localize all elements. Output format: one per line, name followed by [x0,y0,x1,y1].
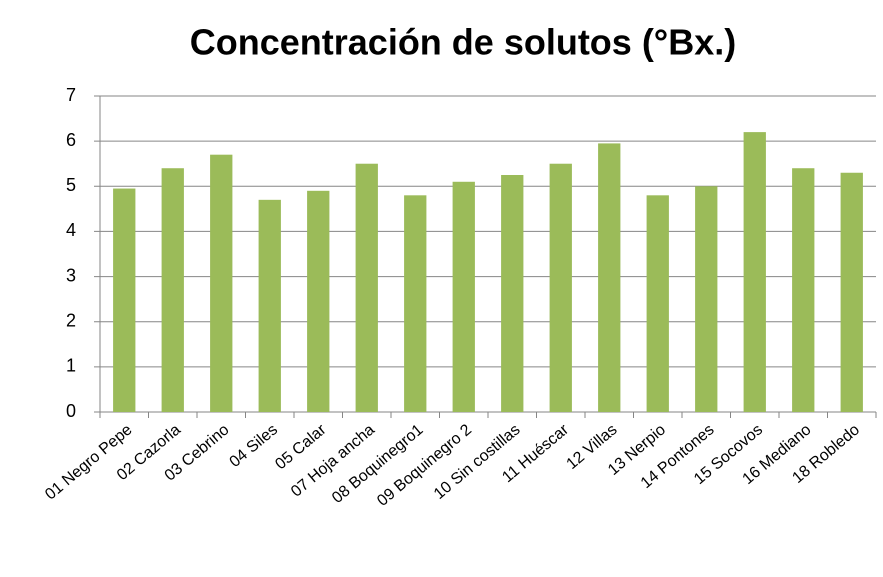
bar [695,186,718,412]
y-tick-label: 1 [66,356,76,376]
chart-title: Concentración de solutos (°Bx.) [190,22,736,63]
y-tick-label: 6 [66,130,76,150]
y-tick-label: 7 [66,85,76,105]
x-tick-label: 10 Sin costillas [431,421,524,503]
bar [452,181,475,412]
x-tick-label: 01 Negro Pepe [42,421,135,503]
bar [355,163,378,412]
x-tick-label: 07 Hoja ancha [288,421,378,500]
x-tick-label: 04 Siles [227,421,282,471]
bar [549,163,572,412]
y-tick-label: 3 [66,265,76,285]
bar [161,168,184,412]
y-tick-label: 2 [66,310,76,330]
bar [501,175,524,412]
bar [646,195,669,412]
bar [404,195,427,412]
bar [210,154,233,412]
bar [598,143,621,412]
bar [743,132,766,412]
bar [840,172,863,412]
y-tick-label: 5 [66,175,76,195]
y-tick-label: 0 [66,401,76,421]
bar [258,199,281,412]
bar [113,188,136,412]
bar [307,190,330,412]
bar [792,168,815,412]
y-tick-label: 4 [66,220,76,240]
